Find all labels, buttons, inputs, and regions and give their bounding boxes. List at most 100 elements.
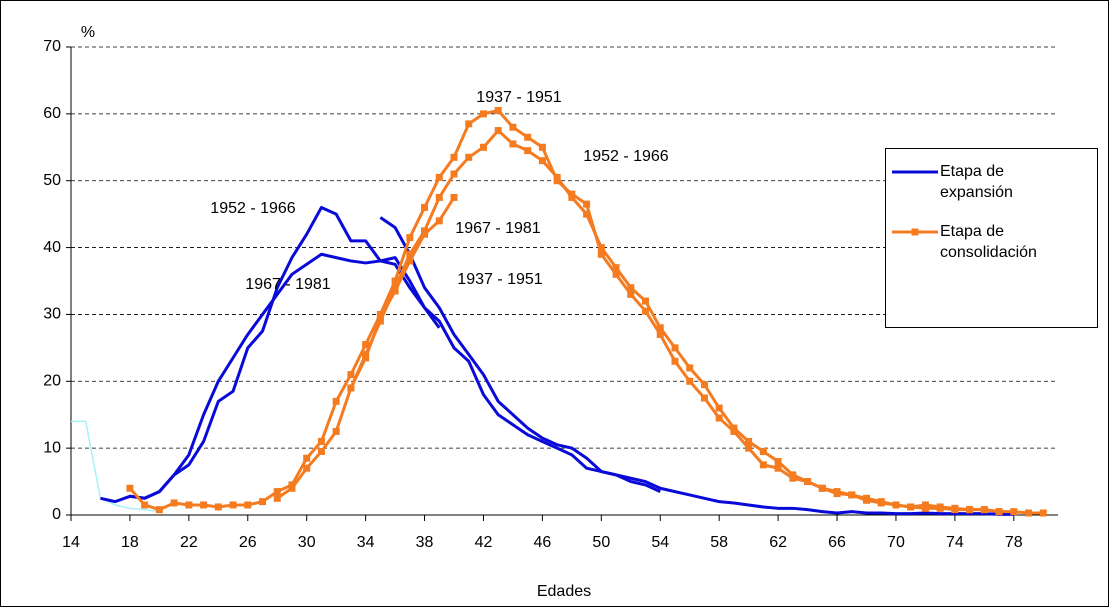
marker bbox=[126, 484, 134, 492]
marker bbox=[656, 324, 664, 332]
marker bbox=[435, 193, 443, 201]
marker bbox=[715, 404, 723, 412]
marker bbox=[1010, 508, 1018, 516]
marker bbox=[597, 250, 605, 258]
x-axis-title: Edades bbox=[537, 583, 591, 600]
marker bbox=[185, 501, 193, 509]
marker bbox=[568, 193, 576, 201]
marker bbox=[627, 284, 635, 292]
annotation: 1952 - 1966 bbox=[583, 148, 669, 165]
marker bbox=[362, 354, 370, 362]
marker bbox=[273, 488, 281, 496]
marker bbox=[833, 488, 841, 496]
marker bbox=[774, 464, 782, 472]
x-tick-label: 62 bbox=[769, 534, 787, 551]
y-tick-label: 70 bbox=[43, 38, 61, 55]
marker bbox=[1039, 509, 1047, 517]
marker bbox=[465, 153, 473, 161]
x-tick-label: 58 bbox=[710, 534, 728, 551]
marker bbox=[347, 371, 355, 379]
marker bbox=[612, 270, 620, 278]
marker bbox=[583, 210, 591, 218]
marker bbox=[966, 506, 974, 514]
marker bbox=[259, 498, 267, 506]
marker bbox=[494, 127, 502, 135]
marker bbox=[612, 264, 620, 272]
x-tick-label: 74 bbox=[946, 534, 964, 551]
x-tick-label: 30 bbox=[298, 534, 316, 551]
marker bbox=[332, 397, 340, 405]
marker bbox=[494, 107, 502, 115]
marker bbox=[141, 501, 149, 509]
x-tick-label: 54 bbox=[651, 534, 669, 551]
x-tick-label: 50 bbox=[592, 534, 610, 551]
y-tick-label: 30 bbox=[43, 306, 61, 323]
marker bbox=[686, 364, 694, 372]
marker bbox=[391, 277, 399, 285]
x-tick-label: 18 bbox=[121, 534, 139, 551]
marker bbox=[317, 447, 325, 455]
annotation: 1937 - 1951 bbox=[476, 89, 562, 106]
legend-marker bbox=[911, 228, 919, 236]
x-tick-label: 66 bbox=[828, 534, 846, 551]
marker bbox=[804, 478, 812, 486]
marker bbox=[406, 257, 414, 265]
marker bbox=[538, 157, 546, 165]
marker bbox=[479, 110, 487, 118]
annotation: 1967 - 1981 bbox=[245, 276, 331, 293]
x-tick-label: 14 bbox=[62, 534, 80, 551]
y-tick-label: 40 bbox=[43, 239, 61, 256]
marker bbox=[671, 357, 679, 365]
series-line bbox=[71, 420, 160, 513]
marker bbox=[317, 437, 325, 445]
marker bbox=[229, 501, 237, 509]
marker bbox=[877, 499, 885, 507]
marker bbox=[553, 173, 561, 181]
marker bbox=[435, 217, 443, 225]
marker bbox=[848, 491, 856, 499]
marker bbox=[745, 444, 753, 452]
y-tick-label: 10 bbox=[43, 439, 61, 456]
series-line bbox=[129, 252, 441, 500]
marker bbox=[391, 287, 399, 295]
marker bbox=[759, 461, 767, 469]
marker bbox=[951, 504, 959, 512]
marker bbox=[347, 384, 355, 392]
marker bbox=[759, 447, 767, 455]
marker bbox=[656, 330, 664, 338]
marker bbox=[597, 244, 605, 252]
x-tick-label: 26 bbox=[239, 534, 257, 551]
marker bbox=[1025, 509, 1033, 517]
marker bbox=[892, 501, 900, 509]
marker bbox=[907, 503, 915, 511]
marker bbox=[435, 173, 443, 181]
marker bbox=[406, 234, 414, 242]
marker bbox=[700, 394, 708, 402]
marker bbox=[671, 344, 679, 352]
marker bbox=[642, 297, 650, 305]
legend-label: Etapa de expansión bbox=[940, 163, 1013, 201]
marker bbox=[789, 471, 797, 479]
marker bbox=[995, 508, 1003, 516]
marker bbox=[524, 147, 532, 155]
x-tick-label: 34 bbox=[357, 534, 375, 551]
marker bbox=[421, 203, 429, 211]
marker bbox=[288, 484, 296, 492]
marker bbox=[362, 341, 370, 349]
marker bbox=[450, 193, 458, 201]
marker bbox=[538, 143, 546, 151]
annotation: 1952 - 1966 bbox=[210, 200, 296, 217]
marker bbox=[200, 501, 208, 509]
marker bbox=[642, 307, 650, 315]
marker bbox=[273, 494, 281, 502]
marker bbox=[303, 464, 311, 472]
marker bbox=[627, 290, 635, 298]
x-tick-label: 22 bbox=[180, 534, 198, 551]
annotation: 1937 - 1951 bbox=[457, 271, 543, 288]
marker bbox=[332, 427, 340, 435]
y-tick-label: 60 bbox=[43, 105, 61, 122]
legend-item: Etapa de expansión bbox=[890, 161, 1093, 203]
y-tick-label: 20 bbox=[43, 373, 61, 390]
legend-key bbox=[892, 228, 938, 236]
